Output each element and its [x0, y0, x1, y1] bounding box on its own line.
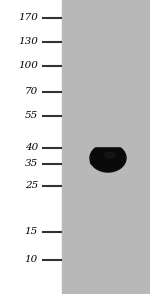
Text: 10: 10 [25, 255, 38, 265]
Ellipse shape [90, 144, 126, 172]
Text: 40: 40 [25, 143, 38, 153]
Ellipse shape [90, 156, 117, 168]
Text: 70: 70 [25, 88, 38, 96]
Text: 15: 15 [25, 228, 38, 236]
Bar [62, 0, 150, 294]
Text: 35: 35 [25, 160, 38, 168]
Text: 100: 100 [18, 61, 38, 71]
Bar [88, 0, 134, 146]
Text: 170: 170 [18, 14, 38, 23]
Text: 130: 130 [18, 38, 38, 46]
Text: 55: 55 [25, 111, 38, 121]
Ellipse shape [105, 152, 115, 158]
Text: 25: 25 [25, 181, 38, 191]
